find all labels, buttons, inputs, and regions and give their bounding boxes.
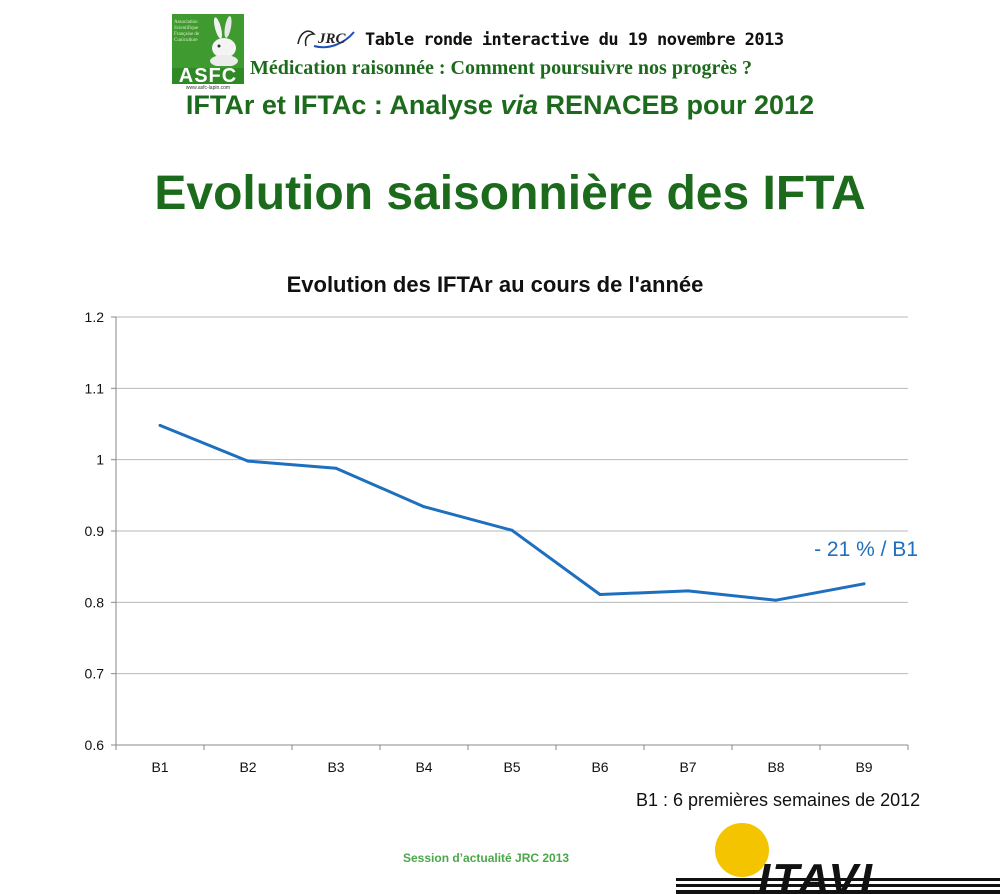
- y-tick-label: 1.2: [85, 309, 105, 325]
- jrc-logo-text: JRC: [317, 31, 347, 47]
- data-point: [334, 466, 338, 470]
- chart-axes: 0.6 0.7 0.8 0.9 1 1.1 1.2 B1 B2 B3 B4 B5 B6 B7 B8 B9: [85, 309, 909, 775]
- y-tick-label: 0.9: [85, 523, 105, 539]
- series-line: [159, 424, 865, 602]
- line-chart: Evolution des IFTAr au cours de l'année …: [85, 272, 918, 775]
- session-footer: Session d’actualité JRC 2013: [403, 851, 570, 865]
- x-tick-label: B8: [767, 759, 784, 775]
- x-tick-label: B3: [327, 759, 344, 775]
- data-point: [862, 582, 866, 586]
- data-point: [158, 423, 162, 427]
- data-point: [422, 505, 426, 509]
- x-tick-label: B2: [239, 759, 256, 775]
- data-point: [246, 459, 250, 463]
- asfc-logo-name: ASFC: [172, 66, 244, 86]
- slide-subtitle: IFTAr et IFTAc : Analyse via RENACEB pou…: [185, 90, 815, 120]
- rabbit-icon: [210, 16, 238, 66]
- data-point: [774, 598, 778, 602]
- main-title: Evolution saisonnière des IFTA: [154, 167, 866, 220]
- itavi-logo-text: ITAVI: [758, 855, 874, 894]
- data-point: [598, 592, 602, 596]
- footnote: B1 : 6 premières semaines de 2012: [636, 790, 921, 810]
- chart-title: Evolution des IFTAr au cours de l'année: [287, 272, 704, 297]
- asfc-logo-tagline: Association Scientifique Française de Cu…: [174, 20, 200, 43]
- header-line1: Table ronde interactive du 19 novembre 2…: [365, 30, 784, 50]
- chart-annotation: - 21 % / B1: [814, 538, 918, 561]
- y-tick-label: 0.6: [85, 737, 105, 753]
- asfc-logo-url: www.asfc-lapin.com: [185, 85, 231, 91]
- sun-icon: [715, 823, 769, 877]
- asfc-logo: Association Scientifique Française de Cu…: [172, 14, 244, 91]
- y-tick-label: 1.1: [85, 380, 105, 396]
- y-tick-label: 0.8: [85, 594, 105, 610]
- y-tick-label: 1: [96, 452, 104, 468]
- header-line2: Médication raisonnée : Comment poursuivr…: [250, 57, 753, 79]
- x-tick-label: B7: [679, 759, 696, 775]
- itavi-logo: ITAVI: [676, 823, 1000, 894]
- data-point: [510, 528, 514, 532]
- chart-series: [158, 423, 866, 602]
- data-point: [686, 589, 690, 593]
- x-tick-label: B9: [855, 759, 872, 775]
- x-tick-label: B1: [151, 759, 168, 775]
- x-tick-label: B6: [591, 759, 608, 775]
- y-tick-label: 0.7: [85, 666, 105, 682]
- jrc-logo: JRC: [297, 30, 355, 49]
- x-tick-label: B4: [415, 759, 432, 775]
- x-tick-label: B5: [503, 759, 520, 775]
- chart-grid: [116, 316, 908, 675]
